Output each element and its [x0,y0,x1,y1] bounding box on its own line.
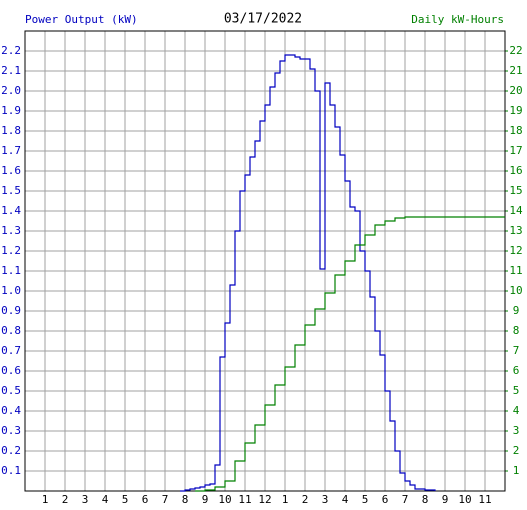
chart-title: 03/17/2022 [224,12,302,27]
y-tick-label: 2.0 [1,84,21,97]
y2-tick-label: 13 [509,224,522,237]
y2-tick-label: 11 [509,264,522,277]
x-tick-label: 5 [122,493,129,506]
x-tick-label: 4 [342,493,349,506]
y-tick-label: 0.8 [1,324,21,337]
x-tick-label: 2 [302,493,309,506]
y2-tick-label: 7 [513,344,520,357]
x-tick-label: 7 [162,493,169,506]
x-tick-label: 12 [258,493,271,506]
x-tick-label: 9 [442,493,449,506]
y2-tick-label: 15 [509,184,522,197]
y2-tick-label: 4 [513,404,520,417]
y-tick-label: 1.6 [1,164,21,177]
y2-tick-label: 2 [513,444,520,457]
x-tick-label: 11 [238,493,251,506]
x-tick-label: 9 [202,493,209,506]
y-tick-label: 0.5 [1,384,21,397]
x-tick-label: 11 [478,493,491,506]
y-tick-label: 0.7 [1,344,21,357]
y-tick-label: 2.1 [1,64,21,77]
y2-tick-label: 10 [509,284,522,297]
y-tick-label: 1.7 [1,144,21,157]
x-tick-label: 2 [62,493,69,506]
y2-tick-label: 8 [513,324,520,337]
x-tick-label: 1 [42,493,49,506]
y-tick-label: 1.1 [1,264,21,277]
x-tick-label: 7 [402,493,409,506]
y2-tick-label: 9 [513,304,520,317]
y2-tick-label: 3 [513,424,520,437]
y-tick-label: 0.3 [1,424,21,437]
y-tick-label: 1.9 [1,104,21,117]
y2-axis-label: Daily kW-Hours [411,13,504,26]
y-tick-label: 0.1 [1,464,21,477]
y-tick-label: 0.4 [1,404,21,417]
x-tick-label: 6 [142,493,149,506]
x-tick-label: 1 [282,493,289,506]
y-tick-label: 0.9 [1,304,21,317]
x-tick-label: 3 [82,493,89,506]
x-tick-label: 8 [422,493,429,506]
y-axis-label: Power Output (kW) [25,13,138,26]
y-tick-label: 1.4 [1,204,21,217]
y-tick-label: 0.6 [1,364,21,377]
y2-tick-label: 1 [513,464,520,477]
series-line [180,54,436,492]
y-tick-label: 1.2 [1,244,21,257]
x-tick-label: 10 [458,493,471,506]
y2-tick-label: 19 [509,104,522,117]
y-tick-label: 0.2 [1,444,21,457]
y-tick-label: 1.5 [1,184,21,197]
y-tick-label: 2.2 [1,44,21,57]
plot-border [24,30,506,492]
x-tick-label: 3 [322,493,329,506]
x-tick-label: 10 [218,493,231,506]
y2-tick-label: 17 [509,144,522,157]
y2-tick-label: 20 [509,84,522,97]
series-line [195,216,505,492]
y-tick-label: 1.3 [1,224,21,237]
x-tick-label: 6 [382,493,389,506]
y2-tick-label: 18 [509,124,522,137]
y2-tick-label: 16 [509,164,522,177]
y2-tick-label: 14 [509,204,523,217]
y2-tick-label: 21 [509,64,522,77]
y2-tick-label: 6 [513,364,520,377]
y2-tick-label: 5 [513,384,520,397]
y-tick-label: 1.0 [1,284,21,297]
y-tick-label: 1.8 [1,124,21,137]
x-tick-label: 8 [182,493,189,506]
x-tick-label: 5 [362,493,369,506]
y2-tick-label: 12 [509,244,522,257]
x-tick-label: 4 [102,493,109,506]
y2-tick-label: 22 [509,44,522,57]
